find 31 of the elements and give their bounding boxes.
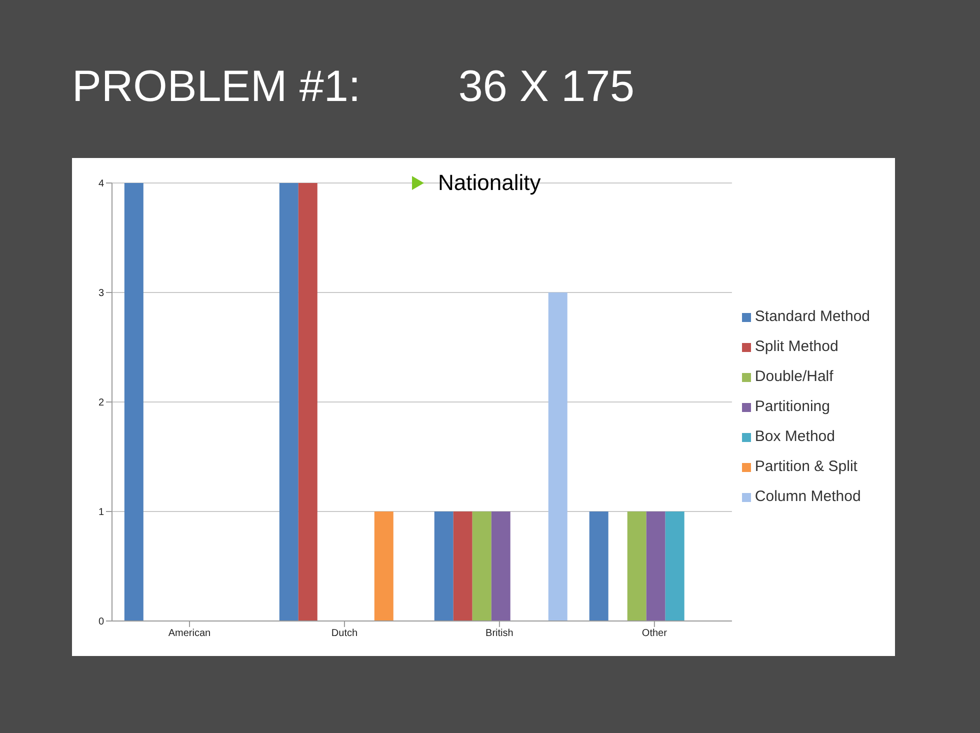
bar (453, 512, 472, 621)
bar (124, 183, 144, 621)
legend-label: Box Method (754, 428, 835, 445)
chart-subtitle: Nationality (438, 170, 541, 196)
x-tick-label: British (486, 628, 514, 640)
y-tick-label: 1 (98, 507, 104, 518)
legend-label: Double/Half (754, 368, 834, 385)
x-tick-label: Other (642, 628, 668, 640)
y-tick-label: 4 (98, 178, 104, 190)
bar (491, 512, 510, 621)
bar (548, 292, 568, 621)
bar (627, 512, 646, 621)
legend-label: Partition & Split (754, 458, 858, 475)
legend-label: Standard Method (754, 308, 870, 325)
y-tick-label: 2 (98, 398, 104, 409)
bar (589, 512, 608, 621)
legend-label: Partitioning (754, 398, 830, 415)
bar (472, 512, 492, 621)
bar (298, 183, 318, 621)
bar (646, 512, 666, 621)
x-tick-label: American (168, 628, 211, 640)
legend-label: Column Method (754, 488, 861, 505)
legend-label: Split Method (754, 338, 838, 355)
bar (434, 512, 454, 621)
chart-title: PROBLEM #1: 36 X 175 (72, 62, 635, 112)
x-tick-label: Dutch (331, 628, 358, 640)
bar (665, 512, 684, 621)
y-tick-label: 0 (98, 616, 104, 628)
bar (279, 183, 298, 621)
bar (374, 512, 394, 621)
y-tick-label: 3 (98, 288, 104, 300)
